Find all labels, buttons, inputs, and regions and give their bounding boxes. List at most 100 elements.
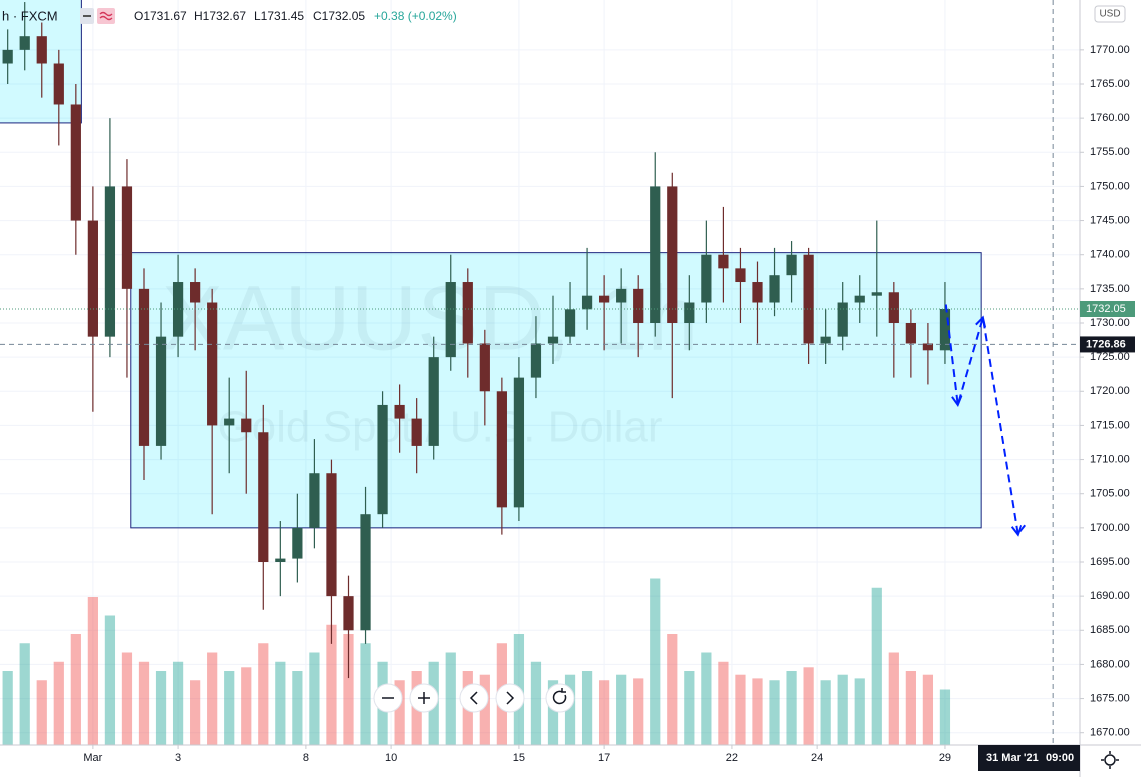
volume-bar [599, 680, 610, 745]
crosshair-time: 09:00 [1046, 752, 1074, 764]
symbol: h · FXCM [2, 8, 58, 23]
volume-bar [939, 689, 951, 745]
volume-bar [820, 680, 831, 745]
y-tick-label: 1770.00 [1090, 44, 1130, 56]
x-tick-label: 15 [513, 752, 525, 764]
volume-bar [667, 634, 678, 745]
y-tick-label: 1715.00 [1090, 419, 1130, 431]
candle-body [871, 292, 882, 296]
candle-body [428, 357, 439, 446]
candle-body [292, 527, 303, 559]
y-tick-label: 1720.00 [1090, 385, 1130, 397]
volume-bar [394, 680, 405, 745]
candle-body [667, 186, 678, 323]
volume-bar [258, 643, 269, 745]
candle-body [581, 295, 593, 310]
candle-body [360, 514, 371, 631]
candle-body [207, 302, 218, 426]
candle-body [547, 336, 559, 344]
rectangle [130, 252, 982, 529]
close: C1732.05 [313, 9, 365, 23]
candle-body [155, 336, 167, 446]
high: H1732.67 [194, 9, 246, 23]
arrow-head [951, 395, 963, 408]
x-tick-label: Mar [83, 752, 102, 764]
y-tick-label: 1755.00 [1090, 146, 1130, 158]
volume-bar [530, 661, 542, 745]
volume-bar [207, 652, 218, 745]
axes: 1670.00 1675.00 1680.00 1685.00 1690.00 1695.… [83, 44, 1135, 771]
volume-bar [547, 680, 559, 745]
candle-body [309, 473, 320, 528]
candle-body [769, 275, 780, 303]
candle-body [479, 343, 490, 392]
settings-icon[interactable] [1104, 754, 1116, 766]
x-tick-label: 24 [811, 752, 823, 764]
y-tick-label: 1735.00 [1090, 283, 1130, 295]
y-tick-label: 1765.00 [1090, 78, 1130, 90]
volume-bar [36, 680, 47, 745]
candle-body [104, 186, 116, 337]
y-tick-label: 1745.00 [1090, 214, 1130, 226]
y-tick-label: 1700.00 [1090, 522, 1130, 534]
candle-body [735, 268, 746, 283]
volume-bar [155, 671, 167, 745]
candle-body [905, 322, 916, 344]
reset[interactable] [545, 683, 575, 713]
volume-bar [854, 678, 865, 745]
x-tick-label: 29 [939, 752, 951, 764]
settings-icon-teeth [1101, 751, 1119, 769]
candle-body [258, 432, 269, 562]
crosshair-date: 31 Mar '21 [986, 752, 1039, 764]
scroll-right[interactable] [495, 683, 525, 713]
volume-bar [445, 652, 456, 745]
candle-body [343, 596, 354, 631]
arrow-head [1010, 524, 1023, 537]
y-tick-label: 1695.00 [1090, 556, 1130, 568]
candle-body [752, 282, 763, 303]
candle-body [2, 49, 13, 64]
candle-body [138, 288, 150, 446]
candle-body [411, 418, 422, 446]
x-tick-label: 8 [303, 752, 309, 764]
compare-icon[interactable] [97, 8, 115, 24]
y-tick-label: 1705.00 [1090, 488, 1130, 500]
low: L1731.45 [254, 9, 304, 23]
currency-badge[interactable] [1094, 5, 1126, 23]
candle-body [377, 404, 388, 515]
volume-bar [360, 643, 371, 745]
watermark-subtitle: Gold Spot / U.S. Dollar [217, 403, 662, 452]
volume-bar [616, 674, 627, 745]
settings[interactable] [1101, 751, 1119, 769]
compare-icon-glyph [99, 11, 113, 21]
volume-bar [650, 578, 661, 745]
scroll-left[interactable] [459, 683, 489, 713]
volume-bar [905, 671, 916, 745]
nav-buttons [373, 683, 575, 713]
volume-bar [633, 678, 644, 745]
candle-body [496, 391, 507, 508]
scroll-right-glyph [506, 691, 515, 705]
candle-body [599, 295, 610, 303]
candle-body [70, 104, 81, 221]
volume-bar [922, 674, 934, 745]
volume-bar [104, 615, 116, 745]
candle-body [36, 36, 47, 64]
last-price-label: 1732.05 [1086, 303, 1126, 315]
candle-body [462, 282, 473, 344]
arrow-path [944, 304, 1029, 538]
y-tick-label: 1670.00 [1090, 727, 1130, 739]
volume-bar [803, 667, 814, 745]
y-tick-label: 1740.00 [1090, 249, 1130, 261]
crosshair-price-label: 1726.86 [1086, 338, 1126, 350]
volume-bar [292, 671, 303, 745]
y-tick-label: 1685.00 [1090, 624, 1130, 636]
volume-bar [581, 671, 593, 745]
volume-bar [343, 634, 354, 745]
volume-bar [564, 674, 576, 745]
volume-bar [224, 671, 235, 745]
volume-bar [769, 680, 780, 745]
candle-body [513, 377, 525, 508]
change: +0.38 (+0.02%) [374, 9, 457, 23]
